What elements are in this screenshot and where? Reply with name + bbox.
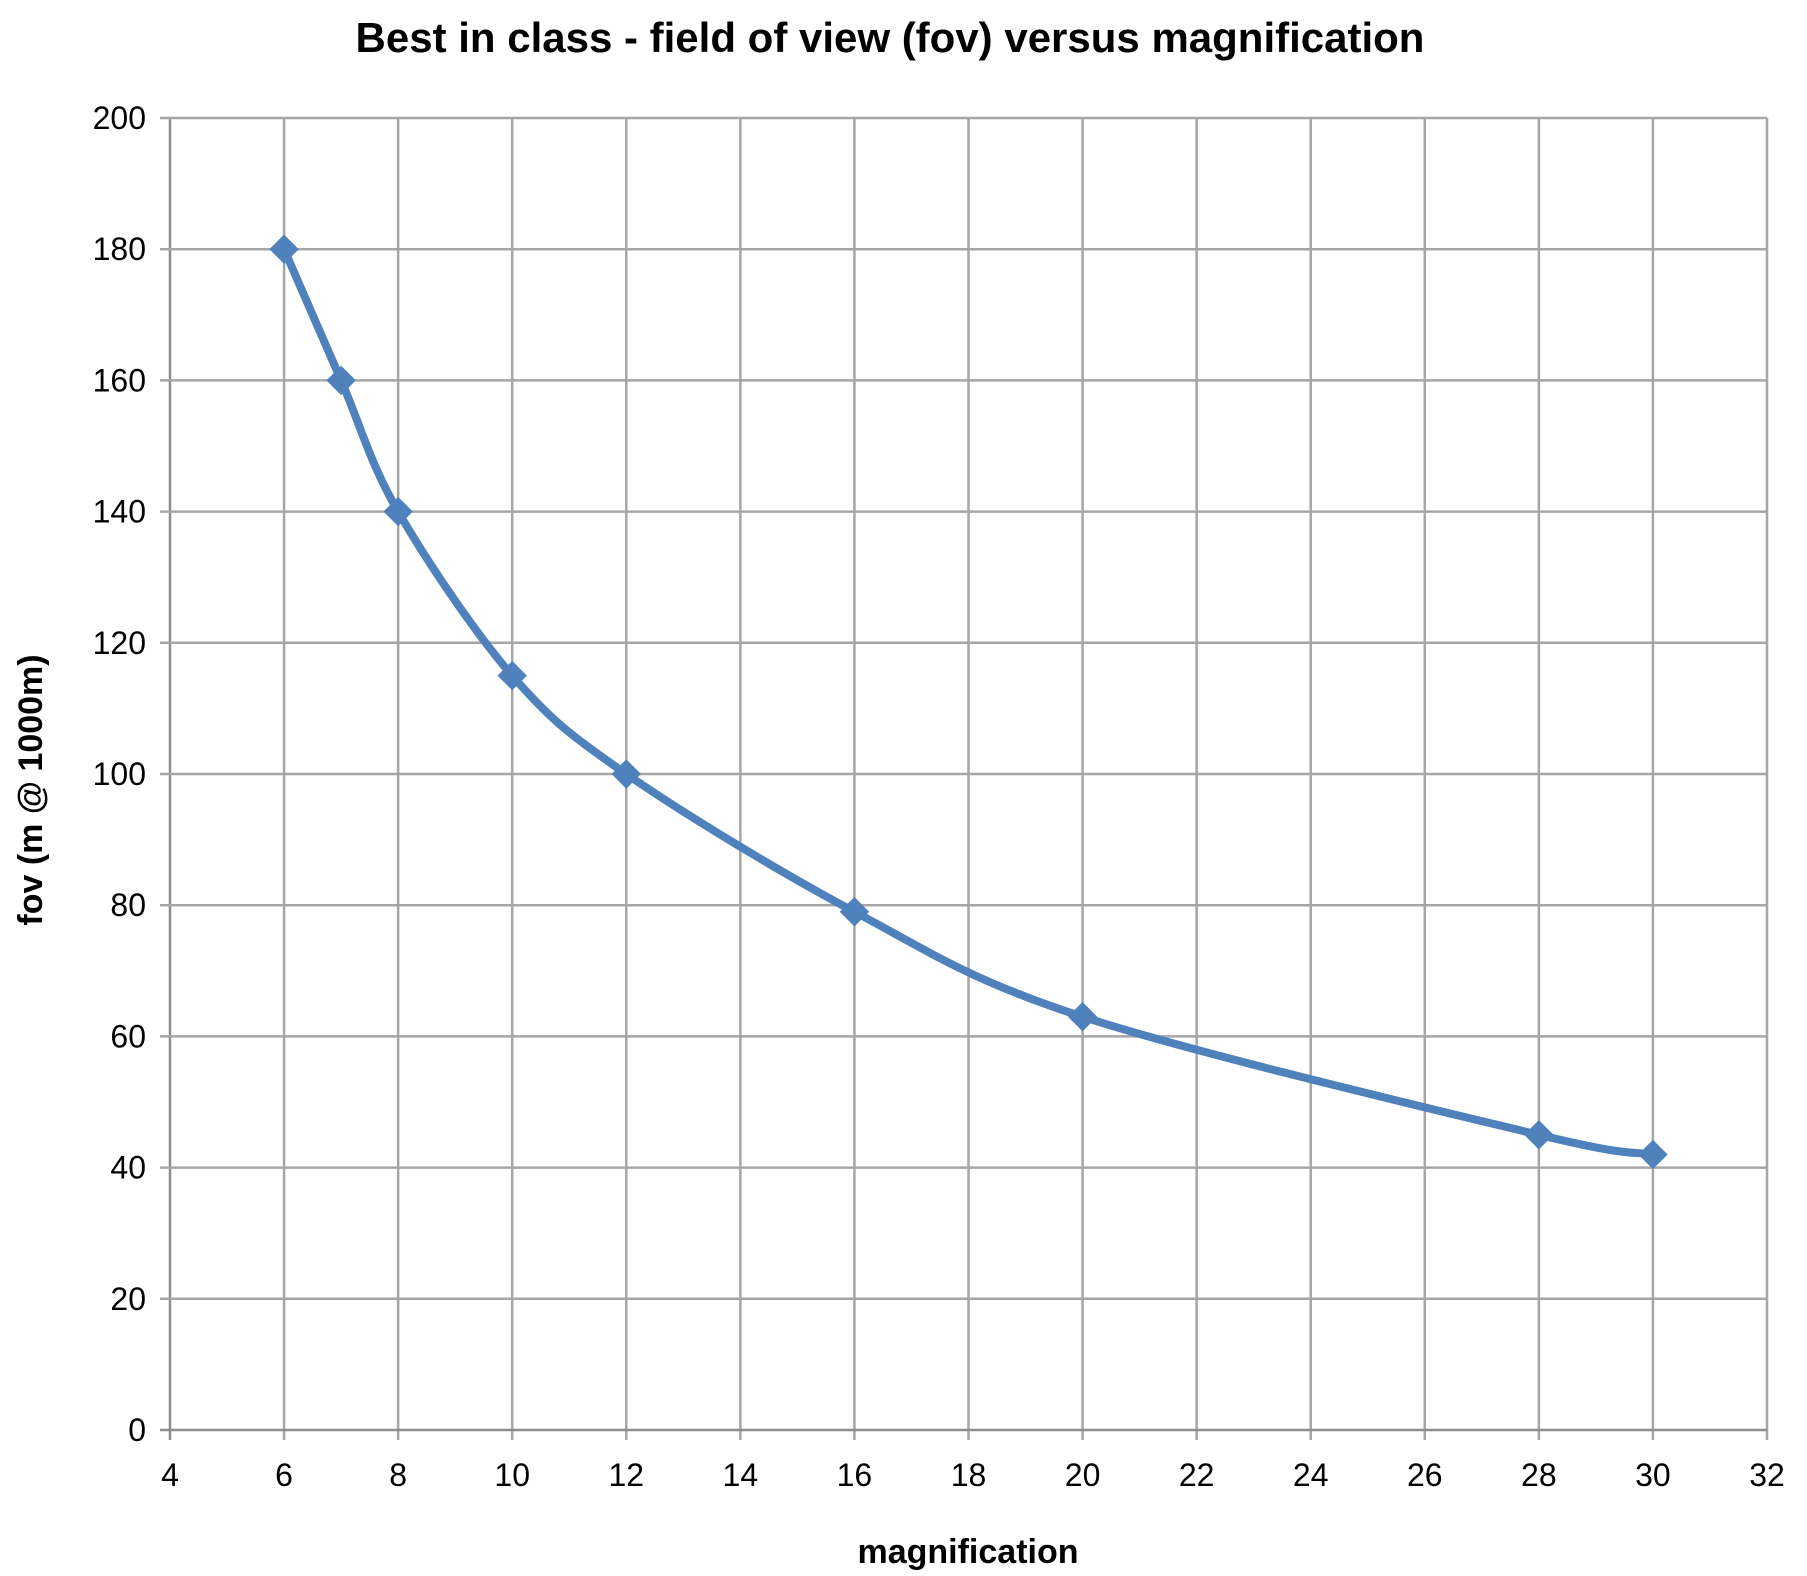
y-axis-label: fov (m @ 1000m) [12,654,50,925]
data-point [1638,1139,1668,1170]
data-point [1524,1120,1554,1150]
x-tick-label: 30 [1635,1457,1671,1493]
y-tick-label: 60 [110,1018,146,1054]
x-tick-label: 6 [275,1457,293,1493]
chart-title: Best in class - field of view (fov) vers… [356,14,1425,61]
x-tick-label: 8 [389,1457,407,1493]
y-tick-label: 80 [110,887,146,923]
y-tick-label: 180 [93,231,146,267]
y-tick-label: 100 [93,756,146,792]
tick-layer: 4 6 8 10 12 14 16 18 20 22 24 26 28 30 32 0 20 40 60 80 100 1… [93,100,1785,1493]
y-tick-label: 120 [93,625,146,661]
x-tick-label: 16 [837,1457,873,1493]
x-tick-label: 18 [951,1457,987,1493]
x-axis-label: magnification [857,1533,1078,1571]
x-tick-label: 4 [161,1457,179,1493]
x-tick-label: 26 [1407,1457,1443,1493]
y-tick-label: 40 [110,1150,146,1186]
data-point [1067,1002,1098,1032]
data-point [497,660,527,691]
x-tick-label: 14 [723,1457,759,1493]
x-tick-label: 24 [1293,1457,1329,1493]
y-tick-label: 160 [93,362,146,398]
x-tick-label: 22 [1179,1457,1215,1493]
y-tick-label: 140 [93,494,146,530]
series-line [280,245,1657,1159]
y-tick-label: 0 [128,1412,146,1448]
data-point [611,759,641,789]
series-layer [269,234,1668,1170]
x-tick-label: 12 [608,1457,644,1493]
x-tick-label: 10 [494,1457,530,1493]
data-point [383,496,413,527]
data-point [839,897,870,927]
y-tick-label: 20 [110,1281,146,1317]
y-tick-label: 200 [93,100,146,136]
data-point [269,234,299,264]
grid-layer [160,116,1769,1440]
x-tick-label: 20 [1065,1457,1101,1493]
data-point [326,365,356,396]
x-tick-label: 32 [1749,1457,1785,1493]
x-tick-label: 28 [1521,1457,1557,1493]
